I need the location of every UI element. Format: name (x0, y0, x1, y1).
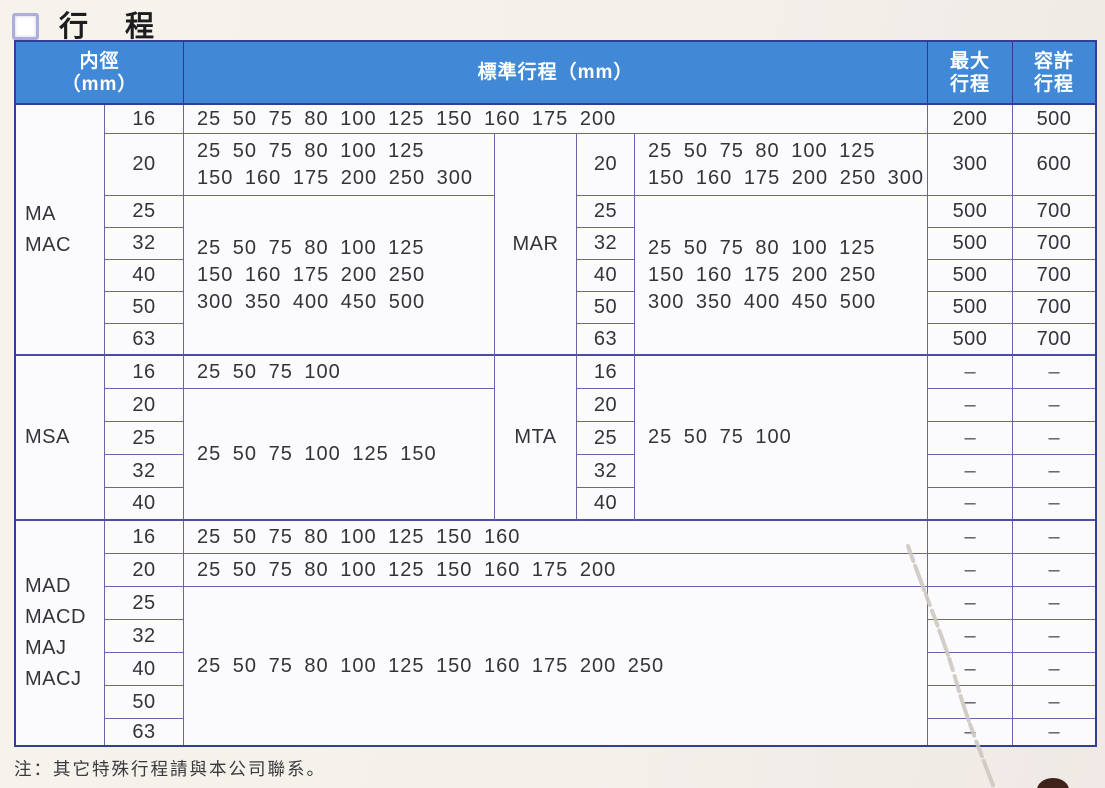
mar-bore-20: 20 (577, 134, 635, 196)
model-mta: MTA (495, 356, 577, 521)
msa-allow-16: – (1013, 356, 1095, 389)
msa-bore-25: 25 (105, 422, 184, 455)
header-bore: 内徑 （mm） (16, 42, 184, 105)
ink-blob-artifact (1037, 778, 1069, 788)
mad-bore-32: 32 (105, 620, 184, 653)
ma-max-16: 200 (928, 105, 1013, 134)
msa-max-32: – (928, 455, 1013, 488)
header-allowable-stroke: 容許 行程 (1013, 42, 1095, 105)
mad-bore-25: 25 (105, 587, 184, 620)
ma-bore-20: 20 (105, 134, 184, 196)
ma-bore-40: 40 (105, 260, 184, 292)
mad-bore-16: 16 (105, 521, 184, 554)
header-standard-stroke: 標準行程（mm） (184, 42, 928, 105)
ma-bore-32: 32 (105, 228, 184, 260)
msa-bore-40: 40 (105, 488, 184, 521)
mar-stroke-25-63: 25 50 75 80 100 125 150 160 175 200 250 … (635, 196, 928, 356)
msa-max-16: – (928, 356, 1013, 389)
ma-max-63: 500 (928, 324, 1013, 356)
mar-bore-63: 63 (577, 324, 635, 356)
mad-stroke-20: 25 50 75 80 100 125 150 160 175 200 (184, 554, 928, 587)
mta-stroke-all: 25 50 75 100 (635, 356, 928, 521)
ma-allow-50: 700 (1013, 292, 1095, 324)
page-title: 行 程 (59, 11, 159, 43)
mad-bore-40: 40 (105, 653, 184, 686)
model-msa: MSA (16, 356, 105, 521)
mad-bore-50: 50 (105, 686, 184, 719)
ma-allow-32: 700 (1013, 228, 1095, 260)
ma-bore-63: 63 (105, 324, 184, 356)
mad-max-63: – (928, 719, 1013, 745)
mad-max-20: – (928, 554, 1013, 587)
msa-max-25: – (928, 422, 1013, 455)
mad-max-50: – (928, 686, 1013, 719)
ma-bore-50: 50 (105, 292, 184, 324)
mad-stroke-16: 25 50 75 80 100 125 150 160 (184, 521, 928, 554)
mad-bore-20: 20 (105, 554, 184, 587)
stroke-table: 内徑 （mm） 標準行程（mm） 最大 行程 容許 行程 MA MAC 16 2… (14, 40, 1097, 747)
header-max-stroke: 最大 行程 (928, 42, 1013, 105)
mad-allow-40: – (1013, 653, 1095, 686)
ma-allow-20: 600 (1013, 134, 1095, 196)
ma-max-32: 500 (928, 228, 1013, 260)
ma-allow-63: 700 (1013, 324, 1095, 356)
ma-max-40: 500 (928, 260, 1013, 292)
model-mar: MAR (495, 134, 577, 356)
mta-bore-40: 40 (577, 488, 635, 521)
section-bullet-icon (12, 12, 39, 40)
mad-allow-16: – (1013, 521, 1095, 554)
ma-allow-25: 700 (1013, 196, 1095, 228)
ma-bore-25: 25 (105, 196, 184, 228)
msa-bore-32: 32 (105, 455, 184, 488)
ma-stroke-25-63: 25 50 75 80 100 125 150 160 175 200 250 … (184, 196, 495, 356)
ma-stroke-20: 25 50 75 80 100 125 150 160 175 200 250 … (184, 134, 495, 196)
mad-max-40: – (928, 653, 1013, 686)
mad-allow-20: – (1013, 554, 1095, 587)
mad-allow-32: – (1013, 620, 1095, 653)
page-title-row: 行 程 (12, 3, 158, 45)
msa-allow-25: – (1013, 422, 1095, 455)
footer-note: 注：其它特殊行程請與本公司聯系。 (14, 759, 326, 779)
msa-bore-20: 20 (105, 389, 184, 422)
msa-allow-32: – (1013, 455, 1095, 488)
mta-bore-25: 25 (577, 422, 635, 455)
msa-bore-16: 16 (105, 356, 184, 389)
mta-bore-32: 32 (577, 455, 635, 488)
mad-max-25: – (928, 587, 1013, 620)
ma-stroke-16: 25 50 75 80 100 125 150 160 175 200 (184, 105, 928, 134)
msa-max-20: – (928, 389, 1013, 422)
msa-allow-20: – (1013, 389, 1095, 422)
mad-max-32: – (928, 620, 1013, 653)
mad-allow-50: – (1013, 686, 1095, 719)
mar-stroke-20: 25 50 75 80 100 125 150 160 175 200 250 … (635, 134, 928, 196)
ma-bore-16: 16 (105, 105, 184, 134)
mar-bore-32: 32 (577, 228, 635, 260)
mad-max-16: – (928, 521, 1013, 554)
mad-allow-25: – (1013, 587, 1095, 620)
model-mad-group: MAD MACD MAJ MACJ (16, 521, 105, 745)
msa-stroke-20-40: 25 50 75 100 125 150 (184, 389, 495, 521)
model-ma-mac: MA MAC (16, 105, 105, 356)
msa-allow-40: – (1013, 488, 1095, 521)
ma-max-25: 500 (928, 196, 1013, 228)
mad-allow-63: – (1013, 719, 1095, 745)
mar-bore-40: 40 (577, 260, 635, 292)
mad-stroke-25-63: 25 50 75 80 100 125 150 160 175 200 250 (184, 587, 928, 745)
ma-max-50: 500 (928, 292, 1013, 324)
mad-bore-63: 63 (105, 719, 184, 745)
ma-allow-16: 500 (1013, 105, 1095, 134)
mta-bore-16: 16 (577, 356, 635, 389)
mar-bore-50: 50 (577, 292, 635, 324)
ma-max-20: 300 (928, 134, 1013, 196)
msa-max-40: – (928, 488, 1013, 521)
ma-allow-40: 700 (1013, 260, 1095, 292)
mar-bore-25: 25 (577, 196, 635, 228)
msa-stroke-16: 25 50 75 100 (184, 356, 495, 389)
mta-bore-20: 20 (577, 389, 635, 422)
